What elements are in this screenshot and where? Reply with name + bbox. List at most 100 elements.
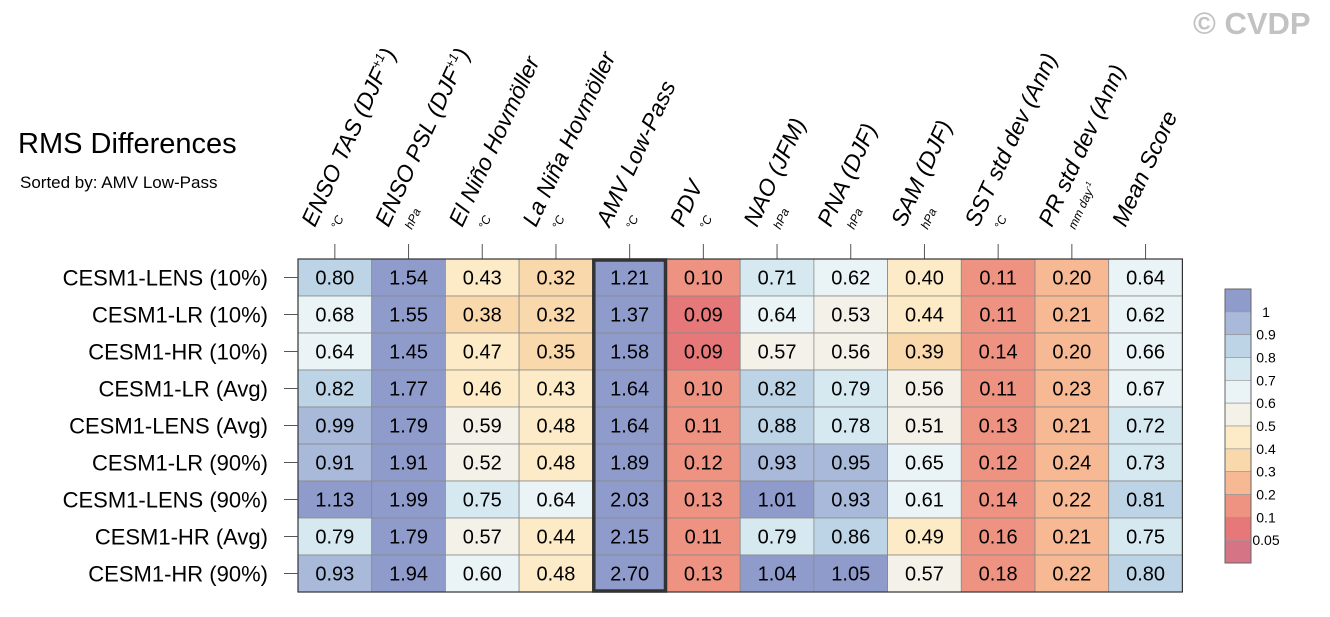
heatmap-cell xyxy=(739,480,815,519)
cell-value-label: 0.65 xyxy=(905,453,944,475)
column-unit-label: °C xyxy=(697,213,716,231)
cell-value-label: 1.91 xyxy=(389,453,428,475)
heatmap-cell xyxy=(666,554,741,593)
heatmap-cell xyxy=(1034,517,1110,556)
cell-value-label: 1.01 xyxy=(758,490,797,512)
cell-value-label: 0.93 xyxy=(831,490,870,512)
cell-value-label: 0.80 xyxy=(315,268,354,290)
cell-value-label: 1.37 xyxy=(610,305,649,327)
cell-value-label: 0.11 xyxy=(979,268,1016,290)
cell-value-label: 0.51 xyxy=(905,416,944,438)
column-unit-label: °C xyxy=(476,213,495,231)
heatmap-cell xyxy=(813,554,889,593)
row-label: CESM1-HR (90%) xyxy=(88,562,268,587)
heatmap-cell xyxy=(592,369,667,408)
heatmap-cell xyxy=(960,369,1036,408)
cell-value-label: 0.35 xyxy=(536,342,575,364)
cell-value-label: 0.11 xyxy=(979,379,1016,401)
column-unit-label: hPa xyxy=(844,206,866,232)
colorbar-swatch xyxy=(1224,425,1252,450)
cell-value-label: 0.64 xyxy=(536,490,575,512)
cell-value-label: 0.48 xyxy=(536,416,575,438)
heatmap-cell xyxy=(666,369,741,408)
cell-value-label: 1.58 xyxy=(610,342,649,364)
cell-value-label: 0.82 xyxy=(315,379,354,401)
colorbar-swatch xyxy=(1224,311,1252,336)
colorbar-swatch xyxy=(1224,334,1252,358)
heatmap-cell xyxy=(1034,406,1110,445)
heatmap-cell xyxy=(739,258,815,297)
colorbar-tick-label: 0.9 xyxy=(1256,327,1276,343)
column-unit-label: °C xyxy=(623,213,642,231)
cell-value-label: 0.57 xyxy=(905,564,944,586)
colorbar-swatch xyxy=(1224,288,1252,313)
heatmap-cell xyxy=(1108,517,1183,556)
cell-value-label: 0.56 xyxy=(831,342,870,364)
heatmap-cell xyxy=(444,295,520,334)
column-label-text: SAM (DJF) xyxy=(885,116,957,230)
cell-value-label: 0.12 xyxy=(684,453,723,475)
cell-value-label: 0.39 xyxy=(905,342,944,364)
cell-value-label: 1.55 xyxy=(389,305,428,327)
column-unit-label: °C xyxy=(992,213,1011,231)
cell-value-label: 0.44 xyxy=(536,527,575,549)
cell-value-label: 0.11 xyxy=(979,305,1016,327)
heatmap-cell xyxy=(887,517,962,556)
cell-value-label: 0.43 xyxy=(536,379,575,401)
heatmap-cell xyxy=(666,332,741,371)
cell-value-label: 0.23 xyxy=(1052,379,1091,401)
cell-value-label: 0.53 xyxy=(831,305,870,327)
heatmap-cell xyxy=(371,480,446,519)
cell-value-label: 0.86 xyxy=(831,527,870,549)
cell-value-label: 1.05 xyxy=(831,564,870,586)
cell-value-label: 0.75 xyxy=(1126,527,1165,549)
heatmap-cell xyxy=(444,554,520,593)
heatmap-cell xyxy=(1108,480,1183,519)
colorbar-tick-label: 0.2 xyxy=(1256,487,1276,503)
cell-value-label: 0.18 xyxy=(979,564,1018,586)
heatmap-cell xyxy=(813,332,889,371)
heatmap-cell xyxy=(297,258,373,297)
heatmap-cell xyxy=(371,258,446,297)
colorbar-border xyxy=(1224,288,1252,564)
colorbar-swatch xyxy=(1224,494,1252,518)
cell-value-label: 0.14 xyxy=(979,342,1018,364)
heatmap-cell xyxy=(371,517,446,556)
cell-value-label: 0.16 xyxy=(979,527,1018,549)
row-label: CESM1-HR (Avg) xyxy=(95,525,268,550)
heatmap-cell xyxy=(960,406,1036,445)
colorbar-tick-label: 0.1 xyxy=(1256,509,1276,525)
cell-value-label: 0.13 xyxy=(684,490,723,512)
cell-value-label: 0.20 xyxy=(1052,268,1091,290)
heatmap-cell xyxy=(371,443,446,482)
heatmap-cell xyxy=(1034,258,1110,297)
cell-value-label: 1.99 xyxy=(389,490,428,512)
cell-value-label: 0.49 xyxy=(905,527,944,549)
heatmap-cell xyxy=(371,406,446,445)
cell-value-label: 1.04 xyxy=(758,564,797,586)
heatmap-cell xyxy=(1034,369,1110,408)
cell-value-label: 0.64 xyxy=(315,342,354,364)
cell-value-label: 0.52 xyxy=(463,453,502,475)
cell-value-label: 0.13 xyxy=(684,564,723,586)
heatmap-cell xyxy=(444,480,520,519)
heatmap-cell xyxy=(960,554,1036,593)
cell-value-label: 1.54 xyxy=(389,268,428,290)
heatmap-cell xyxy=(371,554,446,593)
heatmap-cell xyxy=(518,406,594,445)
cell-value-label: 0.38 xyxy=(463,305,502,327)
cell-value-label: 0.48 xyxy=(536,453,575,475)
column-label-text: Mean Score xyxy=(1107,107,1183,230)
heatmap-cell xyxy=(813,480,889,519)
heatmap-cell xyxy=(813,406,889,445)
cell-value-label: 0.67 xyxy=(1126,379,1165,401)
column-unit-label: °C xyxy=(549,213,568,231)
cell-value-label: 0.11 xyxy=(685,416,722,438)
cell-value-label: 0.57 xyxy=(758,342,797,364)
row-label: CESM1-LR (Avg) xyxy=(98,377,268,402)
cell-value-label: 0.21 xyxy=(1052,527,1091,549)
cell-value-label: 0.80 xyxy=(1126,564,1165,586)
cell-value-label: 0.93 xyxy=(758,453,797,475)
cell-value-label: 0.21 xyxy=(1052,416,1091,438)
